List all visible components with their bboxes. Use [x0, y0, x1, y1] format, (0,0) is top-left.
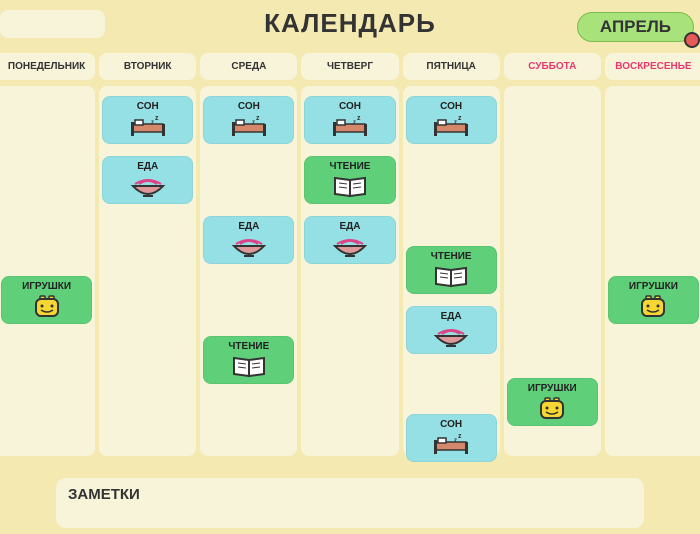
- activity-label: ЧТЕНИЕ: [409, 251, 494, 262]
- lego-icon: [28, 294, 66, 320]
- activity-card-sleep[interactable]: СОН: [406, 414, 497, 462]
- day-headers: ПОНЕДЕЛЬНИКВТОРНИКСРЕДАЧЕТВЕРГПЯТНИЦАСУБ…: [0, 53, 700, 80]
- day-column: СОН ЧТЕНИЕ ЕДА СОН: [403, 86, 500, 456]
- day-header: ПЯТНИЦА: [403, 53, 500, 80]
- day-header: ВТОРНИК: [99, 53, 196, 80]
- lego-icon: [533, 396, 571, 422]
- book-icon: [331, 174, 369, 200]
- lego-icon: [634, 294, 672, 320]
- day-header: СРЕДА: [200, 53, 297, 80]
- activity-label: ИГРУШКИ: [510, 383, 595, 394]
- activity-label: СОН: [409, 419, 494, 430]
- activity-card-sleep[interactable]: СОН: [203, 96, 294, 144]
- activity-label: ЕДА: [409, 311, 494, 322]
- bowl-icon: [331, 234, 369, 260]
- activity-card-read[interactable]: ЧТЕНИЕ: [203, 336, 294, 384]
- day-header: ЧЕТВЕРГ: [301, 53, 398, 80]
- bed-icon: [230, 114, 268, 140]
- activity-label: ЕДА: [105, 161, 190, 172]
- page-title: КАЛЕНДАРЬ: [264, 8, 436, 39]
- day-header: ВОСКРЕСЕНЬЕ: [605, 53, 700, 80]
- activity-label: СОН: [307, 101, 392, 112]
- activity-card-food[interactable]: ЕДА: [304, 216, 395, 264]
- activity-label: ЕДА: [206, 221, 291, 232]
- activity-card-food[interactable]: ЕДА: [203, 216, 294, 264]
- title-input[interactable]: [0, 10, 105, 38]
- activity-label: СОН: [105, 101, 190, 112]
- bed-icon: [331, 114, 369, 140]
- day-column: СОН ЕДА ЧТЕНИЕ: [200, 86, 297, 456]
- day-column: ИГРУШКИ: [605, 86, 700, 456]
- notes-label: ЗАМЕТКИ: [68, 486, 632, 503]
- activity-label: ЧТЕНИЕ: [206, 341, 291, 352]
- header: КАЛЕНДАРЬ АПРЕЛЬ: [0, 0, 700, 47]
- book-icon: [230, 354, 268, 380]
- activity-card-sleep[interactable]: СОН: [102, 96, 193, 144]
- bed-icon: [129, 114, 167, 140]
- bed-icon: [432, 432, 470, 458]
- day-column: СОН ЕДА: [99, 86, 196, 456]
- bed-icon: [432, 114, 470, 140]
- day-column: СОН ЧТЕНИЕ ЕДА: [301, 86, 398, 456]
- activity-card-food[interactable]: ЕДА: [406, 306, 497, 354]
- activity-card-toys[interactable]: ИГРУШКИ: [608, 276, 699, 324]
- activity-label: СОН: [206, 101, 291, 112]
- activity-label: СОН: [409, 101, 494, 112]
- activity-card-read[interactable]: ЧТЕНИЕ: [406, 246, 497, 294]
- month-dot-icon: [684, 32, 700, 48]
- activity-label: ЧТЕНИЕ: [307, 161, 392, 172]
- activity-label: ЕДА: [307, 221, 392, 232]
- activity-card-sleep[interactable]: СОН: [406, 96, 497, 144]
- day-column: ИГРУШКИ: [0, 86, 95, 456]
- day-header: СУББОТА: [504, 53, 601, 80]
- activity-card-toys[interactable]: ИГРУШКИ: [507, 378, 598, 426]
- day-header: ПОНЕДЕЛЬНИК: [0, 53, 95, 80]
- activity-card-toys[interactable]: ИГРУШКИ: [1, 276, 92, 324]
- month-pill[interactable]: АПРЕЛЬ: [577, 12, 694, 42]
- activity-card-sleep[interactable]: СОН: [304, 96, 395, 144]
- bowl-icon: [432, 324, 470, 350]
- activity-label: ИГРУШКИ: [611, 281, 696, 292]
- bowl-icon: [230, 234, 268, 260]
- calendar-columns: ИГРУШКИСОНЕДАСОНЕДАЧТЕНИЕСОНЧТЕНИЕЕДАСОН…: [0, 80, 700, 456]
- activity-label: ИГРУШКИ: [4, 281, 89, 292]
- activity-card-food[interactable]: ЕДА: [102, 156, 193, 204]
- day-column: ИГРУШКИ: [504, 86, 601, 456]
- notes-panel[interactable]: ЗАМЕТКИ: [56, 478, 644, 528]
- book-icon: [432, 264, 470, 290]
- activity-card-read[interactable]: ЧТЕНИЕ: [304, 156, 395, 204]
- bowl-icon: [129, 174, 167, 200]
